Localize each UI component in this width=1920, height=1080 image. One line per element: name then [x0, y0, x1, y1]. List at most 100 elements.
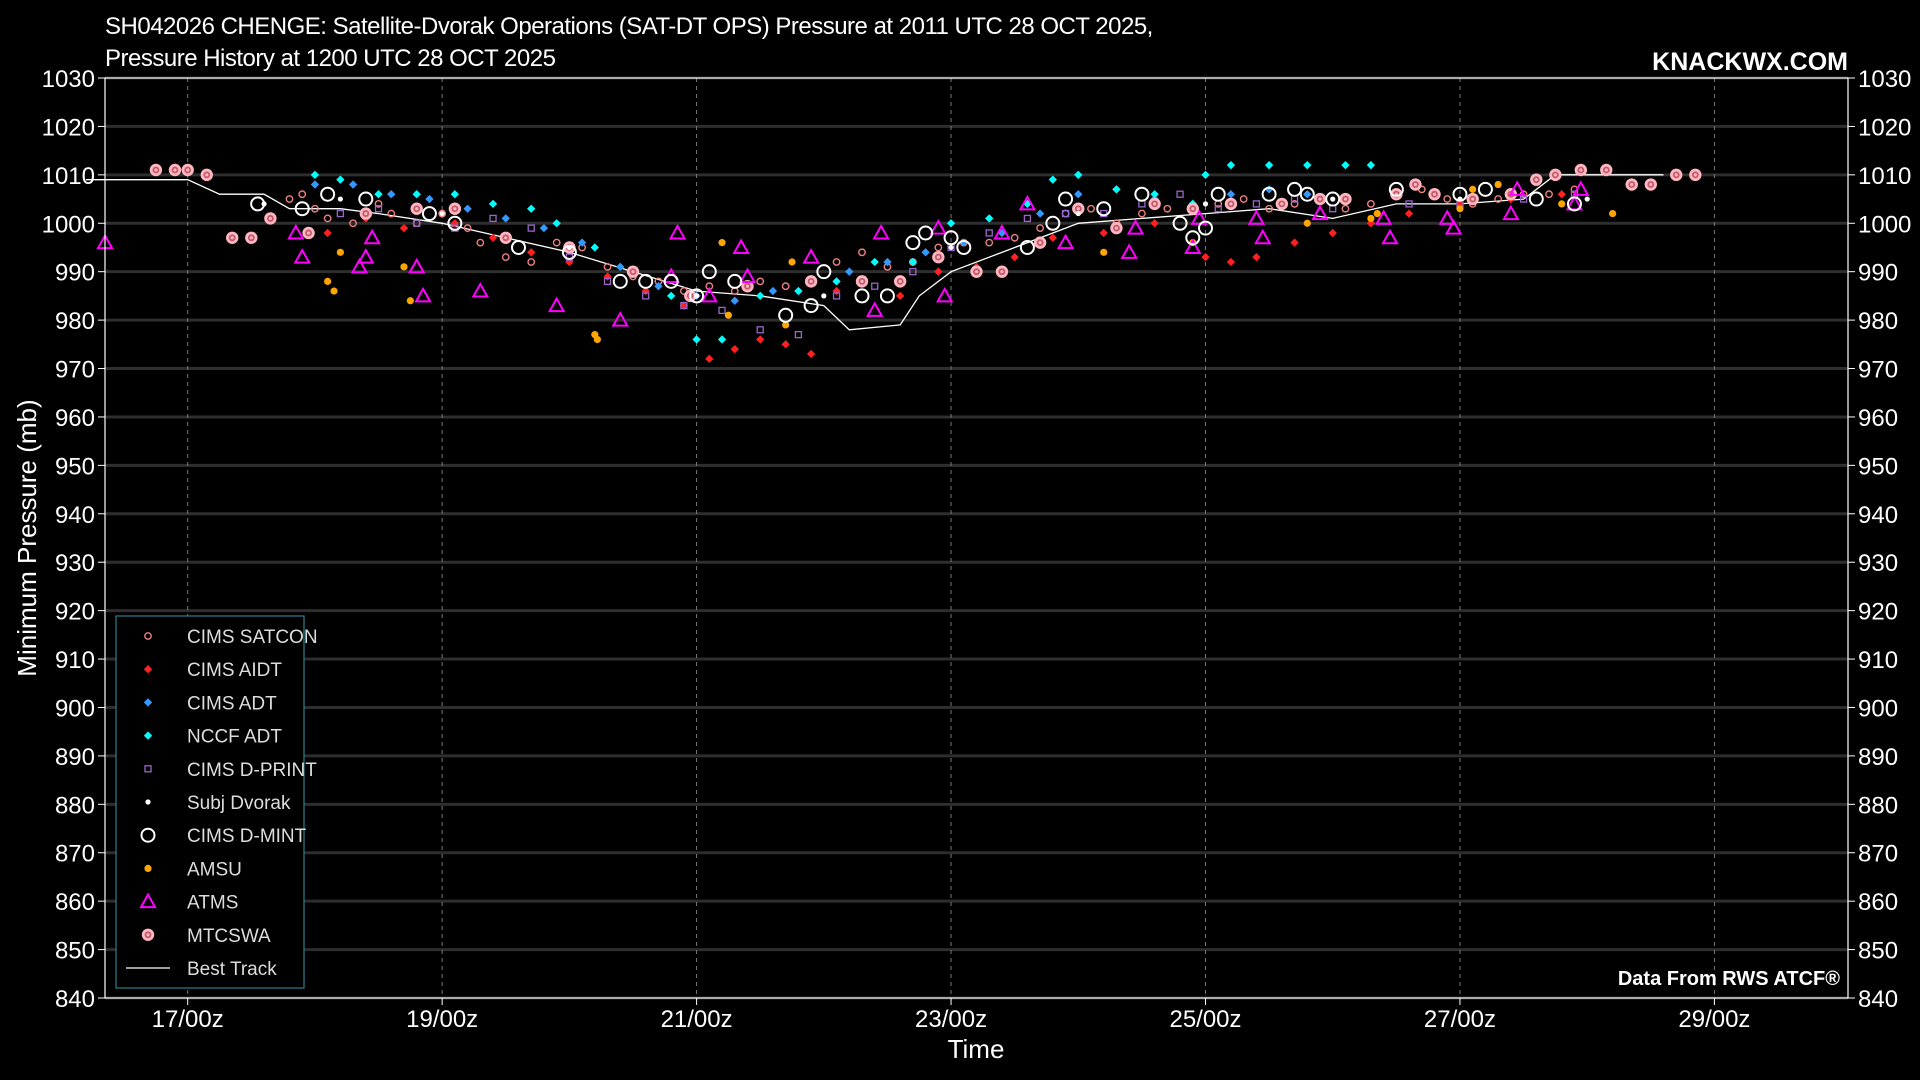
point-cims-satcon	[463, 224, 472, 233]
plot-frame	[104, 77, 1849, 999]
y-tick-label-left: 890	[55, 744, 95, 771]
bullseye-center	[1318, 197, 1322, 201]
point-cims-d-mint	[879, 288, 895, 304]
point-cims-d-print	[756, 326, 764, 334]
point-mtcswa	[1148, 197, 1161, 211]
point-cims-d-print	[1176, 190, 1184, 198]
bullseye-center	[1553, 173, 1557, 177]
point-cims-d-print	[603, 277, 612, 286]
point-atms	[350, 257, 369, 274]
point-cims-d-mint	[816, 264, 832, 280]
y-tick-label-left: 930	[55, 550, 95, 577]
point-amsu	[788, 258, 796, 266]
legend-swatch-cims-satcon	[144, 632, 152, 640]
series-nccf-adt	[310, 160, 1376, 344]
point-cims-aidt	[895, 291, 905, 301]
y-tick-label-right: 1000	[1858, 211, 1911, 238]
point-cims-satcon	[527, 258, 536, 266]
point-cims-aidt	[527, 248, 536, 257]
point-cims-d-mint	[1287, 181, 1303, 197]
point-atms	[1126, 219, 1145, 235]
point-cims-d-mint	[918, 225, 934, 241]
bullseye-center	[1000, 270, 1004, 274]
y-tick-label-right: 920	[1858, 599, 1898, 626]
legend-swatch-amsu	[144, 864, 152, 873]
point-cims-aidt	[323, 228, 332, 238]
legend-label-cims-aidt: CIMS AIDT	[187, 660, 282, 681]
point-cims-d-mint	[854, 288, 870, 304]
point-mtcswa	[499, 231, 512, 244]
point-nccf-adt	[870, 257, 879, 267]
point-mtcswa	[1644, 178, 1657, 191]
legend-label-cims-adt: CIMS ADT	[187, 693, 277, 714]
point-atms	[1381, 228, 1399, 245]
y-tick-label-right: 860	[1858, 889, 1898, 916]
point-atms	[1190, 209, 1208, 225]
bullseye-center	[1153, 202, 1157, 206]
point-cims-satcon	[476, 238, 485, 247]
point-nccf-adt	[1303, 160, 1312, 170]
point-atms	[547, 296, 566, 313]
point-cims-d-print	[1214, 205, 1222, 213]
point-amsu	[1609, 209, 1617, 218]
point-cims-d-print	[1329, 205, 1337, 213]
point-cims-adt	[425, 194, 434, 204]
point-cims-d-mint	[447, 215, 463, 231]
grid	[105, 76, 1848, 1000]
point-cims-aidt	[1226, 257, 1236, 267]
point-cims-satcon	[349, 219, 357, 228]
point-nccf-adt	[908, 257, 918, 267]
point-atms	[1438, 209, 1456, 225]
y-tick-label-right: 940	[1858, 502, 1898, 529]
point-cims-d-print	[1252, 200, 1261, 208]
y-tick-label-left: 1020	[42, 114, 95, 141]
point-cims-d-mint	[956, 239, 972, 255]
point-nccf-adt	[310, 170, 320, 180]
point-cims-d-mint	[421, 206, 437, 222]
point-cims-aidt	[705, 354, 714, 364]
point-mtcswa	[1033, 236, 1047, 249]
point-mtcswa	[168, 163, 182, 177]
legend-label-best-track: Best Track	[187, 959, 277, 980]
point-cims-d-print	[642, 292, 650, 300]
point-cims-satcon	[934, 243, 943, 252]
point-subj-dvorak	[1584, 196, 1590, 202]
point-cims-satcon	[832, 258, 841, 266]
point-amsu	[718, 239, 726, 247]
bullseye-center	[809, 279, 813, 283]
point-cims-d-mint	[1210, 186, 1226, 202]
chart-title-line-1: SH042026 CHENGE: Satellite-Dvorak Operat…	[105, 13, 1153, 40]
point-cims-adt	[348, 180, 358, 189]
point-cims-satcon	[323, 214, 332, 223]
point-nccf-adt	[1048, 175, 1058, 184]
point-cims-d-print	[680, 301, 688, 310]
point-cims-adt	[310, 180, 320, 189]
point-cims-adt	[1035, 209, 1045, 218]
point-amsu	[1456, 205, 1464, 213]
y-tick-label-right: 880	[1858, 792, 1898, 819]
point-mtcswa	[626, 265, 640, 278]
bullseye-center	[1114, 226, 1119, 230]
point-subj-dvorak	[1202, 201, 1209, 207]
point-cims-adt	[463, 204, 472, 213]
point-nccf-adt	[1264, 160, 1274, 170]
point-cims-adt	[1226, 190, 1236, 199]
point-amsu	[593, 335, 601, 344]
bullseye-center	[1280, 202, 1284, 206]
point-atms	[363, 228, 381, 245]
series-amsu	[324, 180, 1617, 344]
point-nccf-adt	[336, 175, 345, 184]
x-tick-label: 19/00z	[406, 1006, 478, 1033]
point-cims-d-mint	[701, 264, 717, 280]
point-mtcswa	[995, 265, 1009, 278]
point-cims-aidt	[399, 223, 409, 233]
y-tick-label-right: 930	[1858, 550, 1898, 577]
x-tick-label: 23/00z	[915, 1006, 987, 1033]
bullseye-center	[1413, 182, 1418, 187]
y-tick-label-left: 880	[55, 792, 95, 819]
point-nccf-adt	[1341, 160, 1350, 170]
bullseye-center	[1693, 173, 1697, 177]
point-cims-satcon	[1239, 195, 1248, 203]
point-subj-dvorak	[1330, 196, 1336, 202]
bullseye-center	[249, 236, 253, 240]
